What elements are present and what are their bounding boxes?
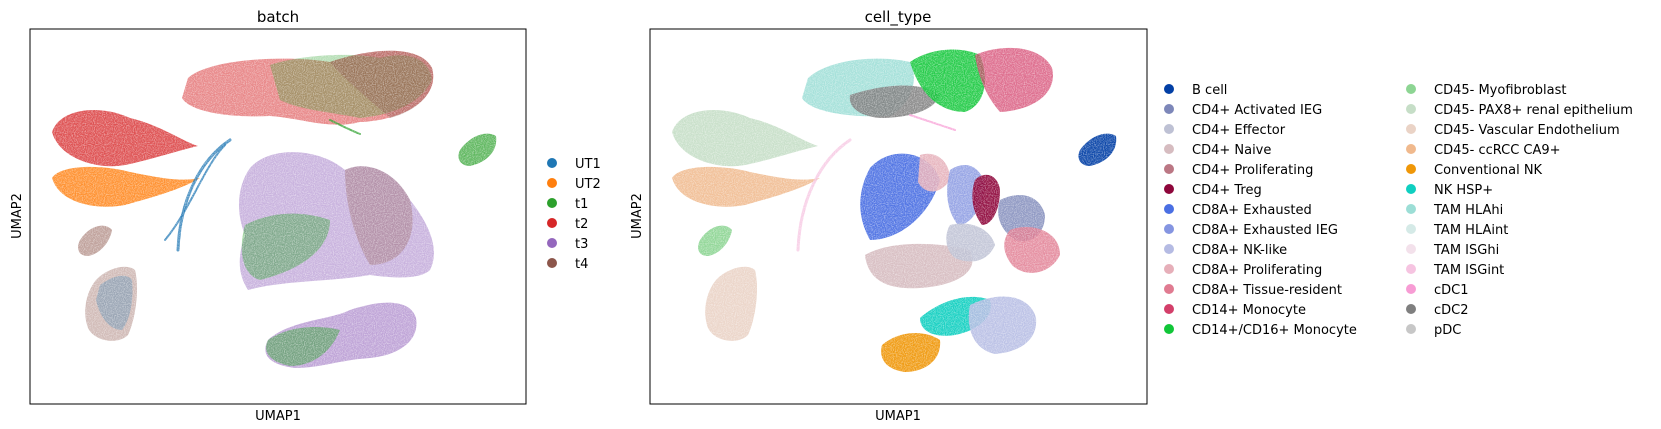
cell-type-legend-cd8a-proliferating-marker [1164, 264, 1174, 274]
batch-legend-t2-marker [547, 218, 557, 228]
batch-legend: UT1 UT2 t1 t2 t3 t4 [547, 157, 601, 272]
cell-type-legend-pdc-marker [1406, 324, 1416, 334]
batch-xlabel: UMAP1 [255, 409, 301, 424]
cell-type-legend-cd4-activated-ieg-marker [1164, 104, 1174, 114]
cell-type-legend-tam-isgint-label: TAM ISGint [1433, 263, 1504, 278]
cell-type-legend-cd45-ccrcc-ca9-marker [1406, 144, 1416, 154]
batch-legend-ut2-label: UT2 [575, 177, 601, 192]
cell-type-legend-cd8a-exhausted-marker [1164, 204, 1174, 214]
cell-type-legend-cd4-proliferating-marker [1164, 164, 1174, 174]
cell-type-legend-cd45-vascular-endothelium-label: CD45- Vascular Endothelium [1434, 123, 1620, 138]
cell-type-legend-cd8a-exhausted-ieg-label: CD8A+ Exhausted IEG [1192, 223, 1338, 238]
cell-type-legend-pdc-label: pDC [1434, 323, 1461, 338]
batch-legend-ut1-marker [547, 158, 557, 168]
cell-type-legend-cd8a-nk-like-label: CD8A+ NK-like [1192, 243, 1287, 258]
cell-type-legend-b-cell-label: B cell [1192, 83, 1227, 98]
cell-type-legend-cd4-proliferating-label: CD4+ Proliferating [1192, 163, 1313, 178]
batch-legend-t3-marker [547, 238, 557, 248]
cell-type-legend-b-cell-marker [1164, 84, 1174, 94]
cell-type-legend-cd45-vascular-endothelium-marker [1406, 124, 1416, 134]
cell-type-legend-cd8a-exhausted-ieg-marker [1164, 224, 1174, 234]
cell-type-legend-cdc2-marker [1406, 304, 1416, 314]
batch-ylabel: UMAP2 [10, 193, 25, 239]
cell-type-legend-cd8a-tissue-resident-marker [1164, 284, 1174, 294]
cell-type-legend-cd45-ccrcc-ca9-label: CD45- ccRCC CA9+ [1434, 143, 1561, 158]
cell-type-xlabel: UMAP1 [875, 409, 921, 424]
cell-type-legend-cd4-treg-label: CD4+ Treg [1192, 183, 1262, 198]
cell-type-legend-cd8a-nk-like-marker [1164, 244, 1174, 254]
cell-type-legend-cd45-pax8-renal-epithelium-label: CD45- PAX8+ renal epithelium [1434, 103, 1633, 118]
batch-legend-ut2-marker [547, 178, 557, 188]
batch-legend-ut1-label: UT1 [575, 157, 601, 172]
batch-legend-t1-marker [547, 198, 557, 208]
cell-type-legend-cd45-myofibroblast-label: CD45- Myofibroblast [1434, 83, 1566, 98]
cell-type-legend-tam-hlaint-marker [1406, 224, 1416, 234]
cell-type-legend-cdc2-label: cDC2 [1434, 303, 1469, 318]
cell-type-legend-tam-isghi-marker [1406, 244, 1416, 254]
batch-legend-t4-marker [547, 258, 557, 268]
cell-type-legend-cd45-myofibroblast-marker [1406, 84, 1416, 94]
batch-legend-t3-label: t3 [575, 237, 588, 252]
batch-axes-frame [29, 28, 527, 405]
cell-type-legend-cd45-pax8-renal-epithelium-marker [1406, 104, 1416, 114]
cell-type-legend-cd4-naive-marker [1164, 144, 1174, 154]
batch-title: batch [257, 8, 299, 26]
cell-type-legend-cd14-cd16-monocyte-marker [1164, 324, 1174, 334]
cell-type-legend-tam-hlahi-marker [1406, 204, 1416, 214]
cell-type-axes-frame [649, 28, 1148, 405]
cell-type-legend-cd8a-tissue-resident-label: CD8A+ Tissue-resident [1192, 283, 1342, 298]
cell-type-legend-cd4-effector-label: CD4+ Effector [1192, 123, 1286, 138]
cell-type-title: cell_type [865, 8, 932, 27]
cell-type-legend-conventional-nk-label: Conventional NK [1434, 163, 1543, 178]
cell-type-legend-cd8a-proliferating-label: CD8A+ Proliferating [1192, 263, 1322, 278]
cell-type-legend-cd4-treg-marker [1164, 184, 1174, 194]
cell-type-legend-tam-isghi-label: TAM ISGhi [1433, 243, 1499, 258]
cell-type-legend-conventional-nk-marker [1406, 164, 1416, 174]
cell-type-legend-cd4-effector-marker [1164, 124, 1174, 134]
cell-type-legend-cdc1-label: cDC1 [1434, 283, 1469, 298]
cell-type-legend-cd4-activated-ieg-label: CD4+ Activated IEG [1192, 103, 1322, 118]
cell-type-legend-nk-hsp-marker [1406, 184, 1416, 194]
cell-type-ylabel: UMAP2 [630, 193, 645, 239]
cell-type-legend-cd14-monocyte-label: CD14+ Monocyte [1192, 303, 1306, 318]
cell-type-legend-cd8a-exhausted-label: CD8A+ Exhausted [1192, 203, 1312, 218]
cell-type-legend-tam-hlahi-label: TAM HLAhi [1433, 203, 1503, 218]
batch-legend-t4-label: t4 [575, 257, 588, 272]
cell-type-legend-cd14-monocyte-marker [1164, 304, 1174, 314]
batch-legend-t2-label: t2 [575, 217, 588, 232]
batch-legend-t1-label: t1 [575, 197, 588, 212]
cell-type-legend-tam-hlaint-label: TAM HLAint [1433, 223, 1508, 238]
cell-type-legend-cd4-naive-label: CD4+ Naive [1192, 143, 1271, 158]
cell-type-legend-cdc1-marker [1406, 284, 1416, 294]
cell-type-legend-cd14-cd16-monocyte-label: CD14+/CD16+ Monocyte [1192, 323, 1357, 338]
cell-type-legend: B cell CD4+ Activated IEG CD4+ Effector CD4… [1164, 83, 1633, 338]
cell-type-legend-tam-isgint-marker [1406, 264, 1416, 274]
cell-type-legend-nk-hsp-label: NK HSP+ [1434, 183, 1493, 198]
